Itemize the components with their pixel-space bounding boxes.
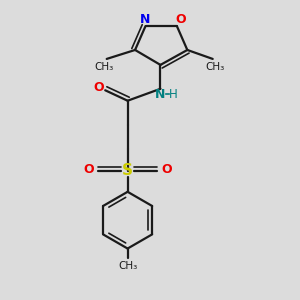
Text: O: O xyxy=(175,13,186,26)
Text: H: H xyxy=(169,88,177,101)
Text: CH₃: CH₃ xyxy=(118,262,137,272)
Text: O: O xyxy=(83,163,94,176)
Text: O: O xyxy=(93,81,104,94)
Text: CH₃: CH₃ xyxy=(95,62,114,72)
Text: O: O xyxy=(161,163,172,176)
Text: S: S xyxy=(122,164,133,178)
Text: N: N xyxy=(140,13,150,26)
Text: N: N xyxy=(155,88,165,101)
Text: CH₃: CH₃ xyxy=(206,62,225,72)
